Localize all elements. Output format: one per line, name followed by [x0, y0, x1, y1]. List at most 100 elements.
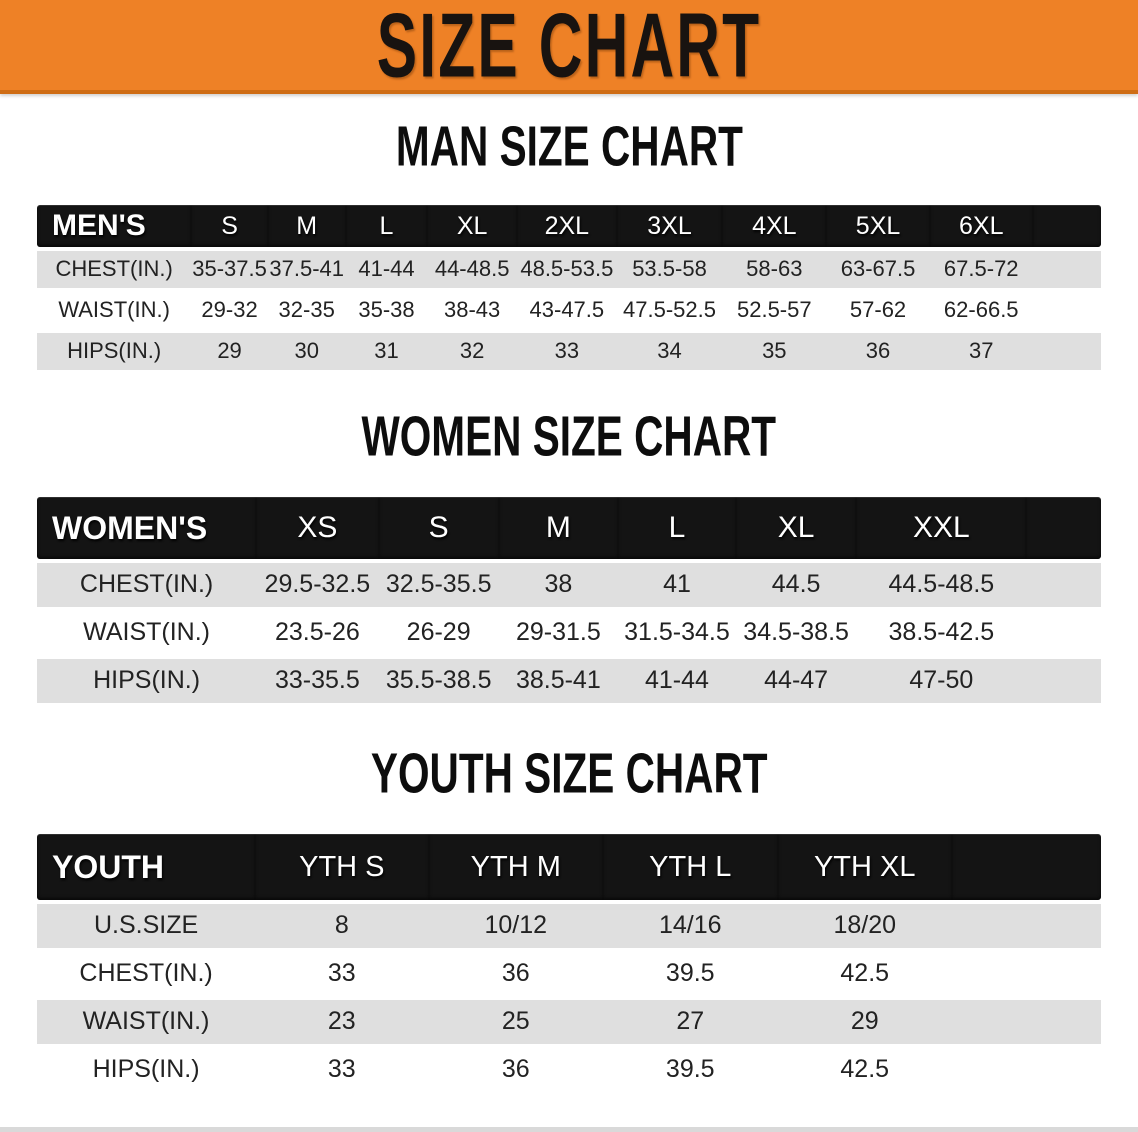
table-header-row: MEN'S S M L XL 2XL 3XL 4XL 5XL 6XL	[37, 205, 1101, 247]
size-column-header: 2XL	[516, 205, 617, 247]
size-value-cell: 10/12	[428, 904, 604, 948]
row-label: CHEST(IN.)	[37, 563, 257, 607]
size-value-cell: 31	[345, 333, 428, 370]
womens-size-table: WOMEN'S XS S M L XL XXL CHEST(IN.) 29.5-32.5 32.5…	[37, 493, 1101, 707]
women-size-heading: WOMEN SIZE CHART	[0, 405, 1138, 477]
size-value-cell: 41-44	[617, 659, 737, 703]
row-label: U.S.SIZE	[37, 904, 256, 948]
row-filler	[1032, 292, 1101, 329]
mens-size-table: MEN'S S M L XL 2XL 3XL 4XL 5XL 6XL CHEST(IN.) 35-37…	[37, 201, 1101, 374]
size-column-header: XL	[736, 497, 857, 559]
size-value-cell: 44.5	[736, 563, 857, 607]
size-value-cell: 29	[777, 1000, 952, 1044]
size-value-cell: 38-43	[427, 292, 517, 329]
size-value-cell: 23	[255, 1000, 429, 1044]
row-filler	[951, 1000, 1101, 1044]
size-column-header: M	[498, 497, 618, 559]
size-value-cell: 63-67.5	[826, 251, 930, 288]
size-column-header: 4XL	[722, 205, 827, 247]
man-size-heading: MAN SIZE CHART	[0, 115, 1138, 187]
table-row: WAIST(IN.) 23.5-26 26-29 29-31.5 31.5-34.5 34…	[37, 611, 1101, 655]
size-column-header: L	[617, 497, 737, 559]
row-filler	[951, 952, 1101, 996]
size-value-cell: 38	[498, 563, 618, 607]
size-value-cell: 31.5-34.5	[617, 611, 737, 655]
size-column-header: 3XL	[616, 205, 723, 247]
size-value-cell: 38.5-41	[498, 659, 618, 703]
size-value-cell: 47.5-52.5	[616, 292, 723, 329]
size-value-cell: 39.5	[603, 952, 778, 996]
row-filler	[1032, 333, 1101, 370]
size-value-cell: 48.5-53.5	[516, 251, 617, 288]
size-value-cell: 32-35	[267, 292, 346, 329]
size-value-cell: 44-47	[736, 659, 857, 703]
size-column-header: XS	[256, 497, 379, 559]
table-corner-label: MEN'S	[37, 205, 192, 247]
size-value-cell: 41-44	[345, 251, 428, 288]
size-value-cell: 35-38	[345, 292, 428, 329]
size-column-header: XXL	[856, 497, 1027, 559]
size-value-cell: 8	[255, 904, 429, 948]
row-label: WAIST(IN.)	[37, 292, 192, 329]
size-value-cell: 57-62	[826, 292, 930, 329]
size-value-cell: 30	[267, 333, 346, 370]
size-value-cell: 53.5-58	[616, 251, 723, 288]
table-row: HIPS(IN.) 33-35.5 35.5-38.5 38.5-41 41-44 44-…	[37, 659, 1101, 703]
size-value-cell: 37.5-41	[267, 251, 346, 288]
table-row: CHEST(IN.) 33 36 39.5 42.5	[37, 952, 1101, 996]
size-column-header: 5XL	[826, 205, 930, 247]
table-row: WAIST(IN.) 23 25 27 29	[37, 1000, 1101, 1044]
size-value-cell: 38.5-42.5	[856, 611, 1027, 655]
table-row: HIPS(IN.) 29 30 31 32 33 34 35 36 37	[37, 333, 1101, 370]
row-label: HIPS(IN.)	[37, 659, 257, 703]
row-filler	[1026, 611, 1101, 655]
size-value-cell: 18/20	[777, 904, 952, 948]
size-value-cell: 32	[427, 333, 517, 370]
size-column-header: M	[267, 205, 346, 247]
row-label: HIPS(IN.)	[37, 333, 192, 370]
table-row: CHEST(IN.) 35-37.5 37.5-41 41-44 44-48.5 48.5…	[37, 251, 1101, 288]
table-corner-label: YOUTH	[37, 834, 256, 900]
size-value-cell: 29.5-32.5	[256, 563, 379, 607]
row-filler	[1026, 659, 1101, 703]
size-value-cell: 35.5-38.5	[378, 659, 499, 703]
size-column-header: 6XL	[929, 205, 1033, 247]
row-filler	[951, 1048, 1101, 1092]
size-column-header: L	[345, 205, 428, 247]
size-value-cell: 35	[722, 333, 827, 370]
size-value-cell: 33	[255, 1048, 429, 1092]
row-label: CHEST(IN.)	[37, 251, 192, 288]
size-value-cell: 32.5-35.5	[378, 563, 499, 607]
size-value-cell: 58-63	[722, 251, 827, 288]
women-size-heading-text: WOMEN SIZE CHART	[361, 405, 777, 469]
table-corner-label: WOMEN'S	[37, 497, 257, 559]
size-value-cell: 27	[603, 1000, 778, 1044]
row-filler	[951, 904, 1101, 948]
table-row: U.S.SIZE 8 10/12 14/16 18/20	[37, 904, 1101, 948]
row-label: WAIST(IN.)	[37, 1000, 256, 1044]
row-label: HIPS(IN.)	[37, 1048, 256, 1092]
youth-size-heading: YOUTH SIZE CHART	[0, 745, 1138, 814]
size-value-cell: 33-35.5	[256, 659, 379, 703]
table-header-row: WOMEN'S XS S M L XL XXL	[37, 497, 1101, 559]
size-value-cell: 43-47.5	[516, 292, 617, 329]
row-filler	[1032, 251, 1101, 288]
size-value-cell: 42.5	[777, 1048, 952, 1092]
size-value-cell: 44-48.5	[427, 251, 517, 288]
banner-title: SIZE CHART	[376, 0, 762, 96]
size-value-cell: 26-29	[378, 611, 499, 655]
size-column-header: YTH L	[603, 834, 778, 900]
size-value-cell: 23.5-26	[256, 611, 379, 655]
size-value-cell: 14/16	[603, 904, 778, 948]
youth-size-table: YOUTH YTH S YTH M YTH L YTH XL U.S.SIZE 8 10/12…	[37, 830, 1101, 1096]
size-value-cell: 42.5	[777, 952, 952, 996]
table-row: CHEST(IN.) 29.5-32.5 32.5-35.5 38 41 44.5 44.5…	[37, 563, 1101, 607]
size-value-cell: 41	[617, 563, 737, 607]
man-size-heading-text: MAN SIZE CHART	[395, 115, 743, 179]
size-value-cell: 34.5-38.5	[736, 611, 857, 655]
header-filler	[1032, 205, 1101, 247]
size-value-cell: 34	[616, 333, 723, 370]
header-filler	[951, 834, 1101, 900]
size-column-header: XL	[427, 205, 517, 247]
size-value-cell: 39.5	[603, 1048, 778, 1092]
